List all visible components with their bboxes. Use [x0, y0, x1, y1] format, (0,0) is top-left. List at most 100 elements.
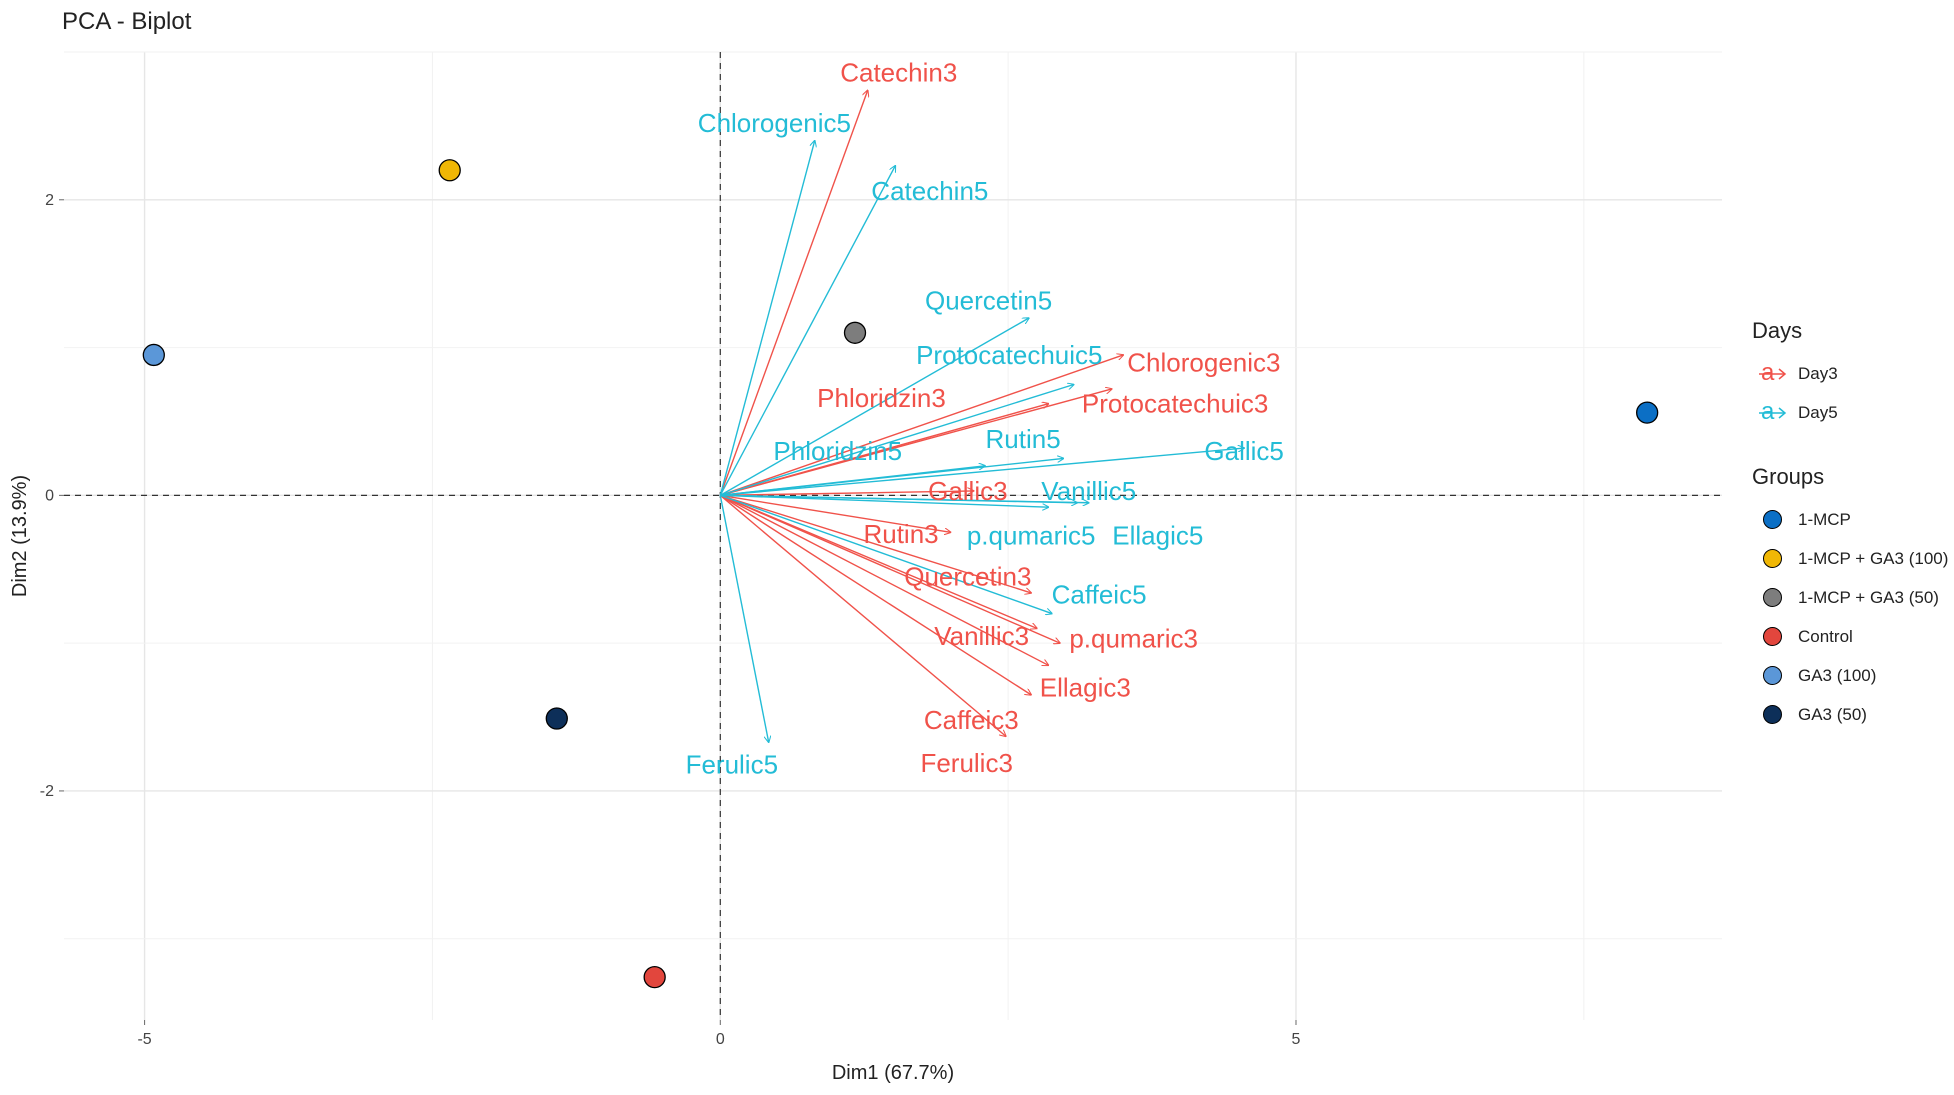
variable-arrows: [719, 90, 1244, 742]
arrow-phloridzin3: [720, 404, 1048, 497]
label-p-qumaric3: p.qumaric3: [1069, 624, 1198, 654]
arrow-caffeic3: [719, 494, 1031, 695]
label-chlorogenic5: Chlorogenic5: [698, 108, 851, 138]
label-vanillic3: Vanillic3: [934, 621, 1029, 651]
variable-labels: Catechin3 Chlorogenic3 Protocatechuic3 Phlo…: [686, 58, 1284, 780]
arrow-phloridzin5: [720, 466, 985, 497]
label-ellagic3: Ellagic3: [1040, 672, 1131, 702]
legend-dot: [1762, 627, 1782, 646]
legend-groups-title: Groups: [1752, 464, 1825, 489]
legend-label: 1-MCP: [1798, 509, 1851, 529]
legend-label: 1-MCP + GA3 (100): [1798, 548, 1949, 568]
label-ferulic3: Ferulic3: [920, 748, 1012, 778]
legend-groups: 1-MCP 1-MCP + GA3 (100) 1-MCP + GA3 (50) Co…: [1752, 500, 1948, 734]
point-ga3-50: [545, 707, 568, 730]
arrow-ferulic5: [719, 495, 768, 742]
legend-dot: [1762, 588, 1782, 607]
arrow-chlorogenic3: [720, 355, 1123, 497]
arrow-ellagic5: [720, 494, 1088, 502]
legend-dot-key: [1752, 505, 1792, 535]
legend-item-day3: a Day3: [1752, 354, 1948, 393]
arrow-protocatechuic5: [720, 385, 1073, 497]
label-p-qumaric5: p.qumaric5: [967, 520, 1096, 550]
arrow-gallic5: [720, 448, 1244, 497]
legend-arrow-key: a: [1752, 359, 1792, 389]
label-caffeic3: Caffeic3: [924, 705, 1019, 735]
label-vanillic5: Vanillic5: [1041, 476, 1136, 506]
x-tick-label: 5: [1292, 1031, 1301, 1048]
legend-label: Day5: [1798, 402, 1838, 422]
legend-dot: [1762, 705, 1782, 724]
arrow-p-qumaric3: [720, 494, 1060, 643]
legend-dot-key: [1752, 700, 1792, 730]
legend-dot: [1762, 666, 1782, 685]
arrow-p-qumaric5: [720, 494, 1048, 507]
arrow-catechin3: [719, 90, 867, 496]
label-catechin3: Catechin3: [840, 58, 957, 88]
label-gallic5: Gallic5: [1204, 436, 1283, 466]
legend-arrow-key: a: [1752, 398, 1792, 428]
legend-dot-key: [1752, 661, 1792, 691]
legend-dot: [1762, 549, 1782, 568]
legend-days-title: Days: [1752, 318, 1803, 343]
legend-label: GA3 (100): [1798, 665, 1877, 685]
x-tick-label: -5: [137, 1031, 151, 1048]
legend-label: Day3: [1798, 363, 1838, 383]
label-phloridzin3: Phloridzin3: [817, 383, 946, 413]
label-protocatechuic5: Protocatechuic5: [916, 340, 1102, 370]
arrow-quercetin5: [719, 318, 1029, 496]
arrow-caffeic5: [720, 494, 1052, 613]
point-1-mcp-ga3-100: [438, 159, 461, 182]
legend-label: GA3 (50): [1798, 704, 1867, 724]
point-control: [643, 965, 666, 989]
legend-item-ga3-100: GA3 (100): [1752, 656, 1948, 695]
group-points: [142, 159, 1659, 989]
arrow-quercetin3: [720, 494, 1031, 593]
label-protocatechuic3: Protocatechuic3: [1082, 389, 1268, 419]
label-phloridzin5: Phloridzin5: [773, 436, 902, 466]
legend-item-1-mcp-ga3-50: 1-MCP + GA3 (50): [1752, 578, 1948, 617]
arrow-chlorogenic5: [719, 141, 814, 496]
chart-title: PCA - Biplot: [62, 8, 192, 35]
legend-label: Control: [1798, 626, 1853, 646]
legend: Days a Day3 a Day5 Groups 1-MCP 1-MCP + GA3 …: [1752, 318, 1948, 734]
arrow-ellagic3: [719, 494, 1048, 665]
y-tick-label: -2: [40, 783, 54, 800]
legend-dot-key: [1752, 544, 1792, 574]
legend-dot-key: [1752, 583, 1792, 613]
label-quercetin3: Quercetin3: [904, 562, 1031, 592]
label-caffeic5: Caffeic5: [1052, 579, 1147, 609]
reference-lines: [64, 52, 1722, 1020]
y-axis-title: Dim2 (13.9%): [9, 475, 31, 597]
legend-dot-key: [1752, 622, 1792, 652]
label-catechin5: Catechin5: [871, 176, 988, 206]
axis-ticks: -5 0 5 -2 0 2: [40, 192, 1301, 1048]
label-quercetin5: Quercetin5: [925, 285, 1052, 315]
label-rutin5: Rutin5: [986, 424, 1061, 454]
arrow-vanillic3: [720, 494, 1037, 628]
x-axis-title: Dim1 (67.7%): [832, 1062, 954, 1084]
legend-label: 1-MCP + GA3 (50): [1798, 587, 1939, 607]
arrow-ferulic3: [719, 494, 1006, 736]
arrow-rutin3: [720, 494, 950, 532]
legend-dot: [1762, 510, 1782, 529]
legend-item-1-mcp-ga3-100: 1-MCP + GA3 (100): [1752, 539, 1948, 578]
label-chlorogenic3: Chlorogenic3: [1127, 347, 1280, 377]
x-tick-label: 0: [716, 1031, 725, 1048]
legend-item-ga3-50: GA3 (50): [1752, 695, 1948, 734]
legend-item-day5: a Day5: [1752, 393, 1948, 432]
arrow-gallic3: [720, 491, 973, 497]
legend-item-control: Control: [1752, 617, 1948, 656]
legend-item-1-mcp: 1-MCP: [1752, 500, 1948, 539]
label-ellagic5: Ellagic5: [1112, 520, 1203, 550]
label-gallic3: Gallic3: [928, 476, 1007, 506]
point-ga3-100: [142, 343, 165, 367]
label-rutin3: Rutin3: [863, 519, 938, 549]
y-tick-label: 0: [45, 487, 54, 504]
point-1-mcp-ga3-50: [843, 321, 867, 344]
point-1-mcp: [1636, 401, 1659, 424]
legend-days: a Day3 a Day5: [1752, 354, 1948, 432]
arrow-catechin5: [719, 166, 895, 496]
y-tick-label: 2: [45, 192, 54, 209]
